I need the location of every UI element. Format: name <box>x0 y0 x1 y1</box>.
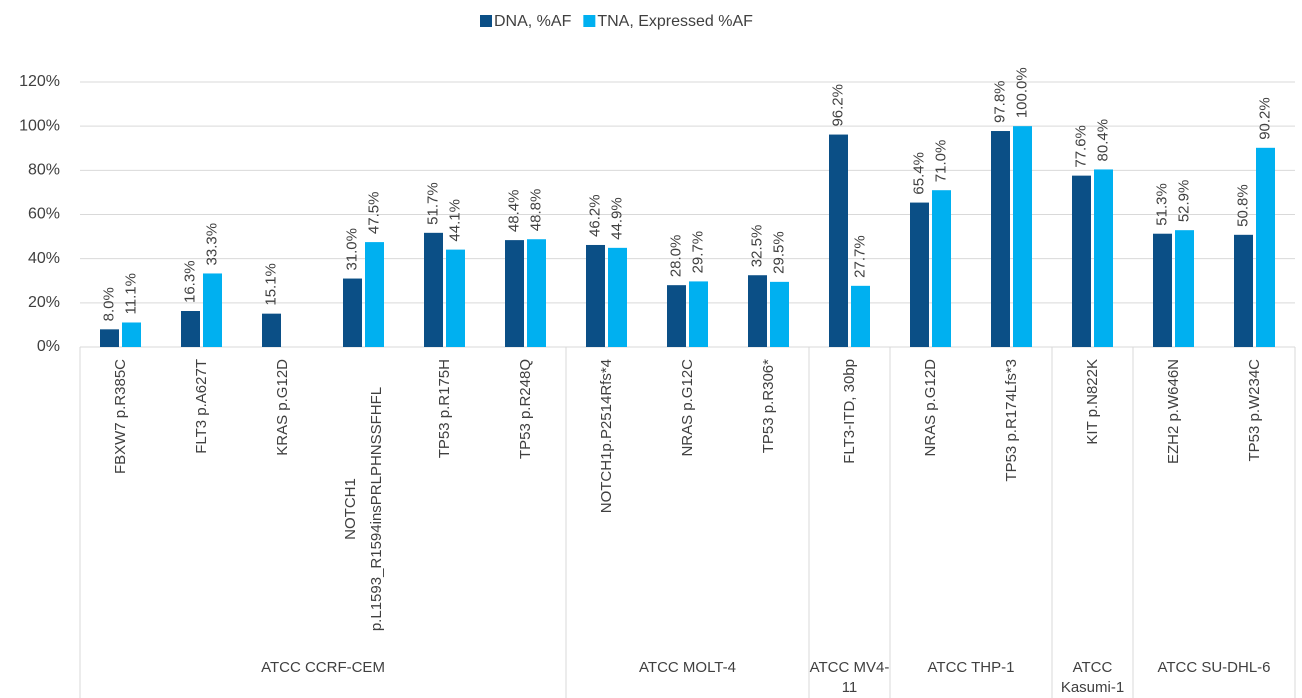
bar <box>1234 234 1253 347</box>
x-tick-label: FLT3 p.A627T <box>192 359 210 454</box>
value-label: 33.3% <box>203 223 220 266</box>
x-tick-label: NRAS p.G12C <box>678 359 696 457</box>
x-tick-label: EZH2 p.W646N <box>1164 359 1182 465</box>
group-label: ATCC Kasumi-1 <box>1060 659 1125 696</box>
bar <box>1094 169 1113 347</box>
value-label: 15.1% <box>262 263 279 306</box>
x-tick-label: KRAS p.G12D <box>273 359 291 456</box>
legend-swatch <box>480 15 492 27</box>
legend-label: TNA, Expressed %AF <box>597 13 753 30</box>
bar <box>748 275 767 347</box>
bar <box>446 249 465 347</box>
bar <box>1175 230 1194 347</box>
group-label: ATCC MV4-11 <box>809 659 890 696</box>
bar <box>1153 233 1172 347</box>
x-tick-label: FLT3-ITD, 30bp <box>840 359 858 464</box>
x-tick-label: NOTCH1p.P2514Rfs*4 <box>597 359 615 514</box>
bar <box>100 329 119 347</box>
legend-swatch <box>583 15 596 27</box>
x-tick-label: NRAS p.G12D <box>921 359 939 457</box>
x-tick-label: TP53 p.R248Q <box>516 359 534 460</box>
bar <box>991 131 1010 347</box>
value-label: 48.8% <box>527 189 544 232</box>
value-label: 47.5% <box>365 192 382 235</box>
value-label: 51.7% <box>424 182 441 225</box>
x-tick-label: KIT p.N822K <box>1083 359 1101 445</box>
value-label: 44.1% <box>446 199 463 242</box>
x-tick-label: TP53 p.R175H <box>435 359 453 459</box>
bar <box>689 281 708 347</box>
value-label: 96.2% <box>829 84 846 127</box>
bar <box>505 240 524 347</box>
bar <box>770 281 789 347</box>
value-label: 28.0% <box>667 235 684 278</box>
value-label: 65.4% <box>910 152 927 195</box>
value-label: 11.1% <box>122 273 139 314</box>
bar <box>910 202 929 347</box>
bar <box>343 278 362 347</box>
x-tick-label: TP53 p.W234C <box>1245 359 1263 462</box>
bar <box>203 273 222 347</box>
value-label: 77.6% <box>1072 125 1089 168</box>
value-label: 16.3% <box>181 260 198 303</box>
bar <box>1072 175 1091 347</box>
value-label: 29.5% <box>770 231 787 274</box>
value-label: 100.0% <box>1013 67 1030 118</box>
bar <box>851 285 870 347</box>
y-tick-label: 20% <box>28 294 60 311</box>
y-tick-label: 80% <box>28 162 60 179</box>
group-label: ATCC THP-1 <box>927 659 1015 676</box>
bar <box>932 190 951 347</box>
value-label: 31.0% <box>343 228 360 271</box>
value-label: 32.5% <box>748 225 765 268</box>
bar <box>829 134 848 347</box>
value-label: 29.7% <box>689 231 706 274</box>
y-tick-label: 0% <box>37 338 60 355</box>
bar <box>122 322 141 347</box>
y-tick-label: 40% <box>28 250 60 267</box>
bar <box>667 285 686 347</box>
bar <box>527 239 546 347</box>
x-tick-label: FBXW7 p.R385C <box>111 359 129 475</box>
y-tick-label: 120% <box>19 73 60 90</box>
group-label: ATCC CCRF-CEM <box>261 659 385 676</box>
value-label: 8.0% <box>100 287 117 321</box>
value-label: 90.2% <box>1256 97 1273 140</box>
bar <box>181 311 200 347</box>
bar <box>262 313 281 347</box>
legend-label: DNA, %AF <box>494 13 572 30</box>
x-tick-label: TP53 p.R306* <box>759 359 777 454</box>
value-label: 80.4% <box>1094 119 1111 162</box>
value-label: 71.0% <box>932 140 949 183</box>
bar <box>586 244 605 347</box>
group-label: ATCC SU-DHL-6 <box>1157 659 1271 676</box>
bar <box>365 242 384 347</box>
bar <box>1256 147 1275 347</box>
value-label: 51.3% <box>1153 183 1170 226</box>
value-label: 44.9% <box>608 197 625 240</box>
bar <box>424 232 443 347</box>
bar <box>608 247 627 347</box>
x-tick-label: NOTCH1 p.L1593_R1594insPRLPHNSSFHFL <box>341 386 385 632</box>
bar <box>1013 126 1032 348</box>
group-label: ATCC MOLT-4 <box>639 659 736 676</box>
value-label: 52.9% <box>1175 180 1192 223</box>
y-tick-label: 60% <box>28 206 60 223</box>
x-tick-label: TP53 p.R174Lfs*3 <box>1002 359 1020 482</box>
value-label: 97.8% <box>991 80 1008 123</box>
value-label: 27.7% <box>851 235 868 278</box>
value-label: 50.8% <box>1234 184 1251 227</box>
y-tick-label: 100% <box>19 117 60 134</box>
value-label: 48.4% <box>505 190 522 233</box>
value-label: 46.2% <box>586 194 603 237</box>
